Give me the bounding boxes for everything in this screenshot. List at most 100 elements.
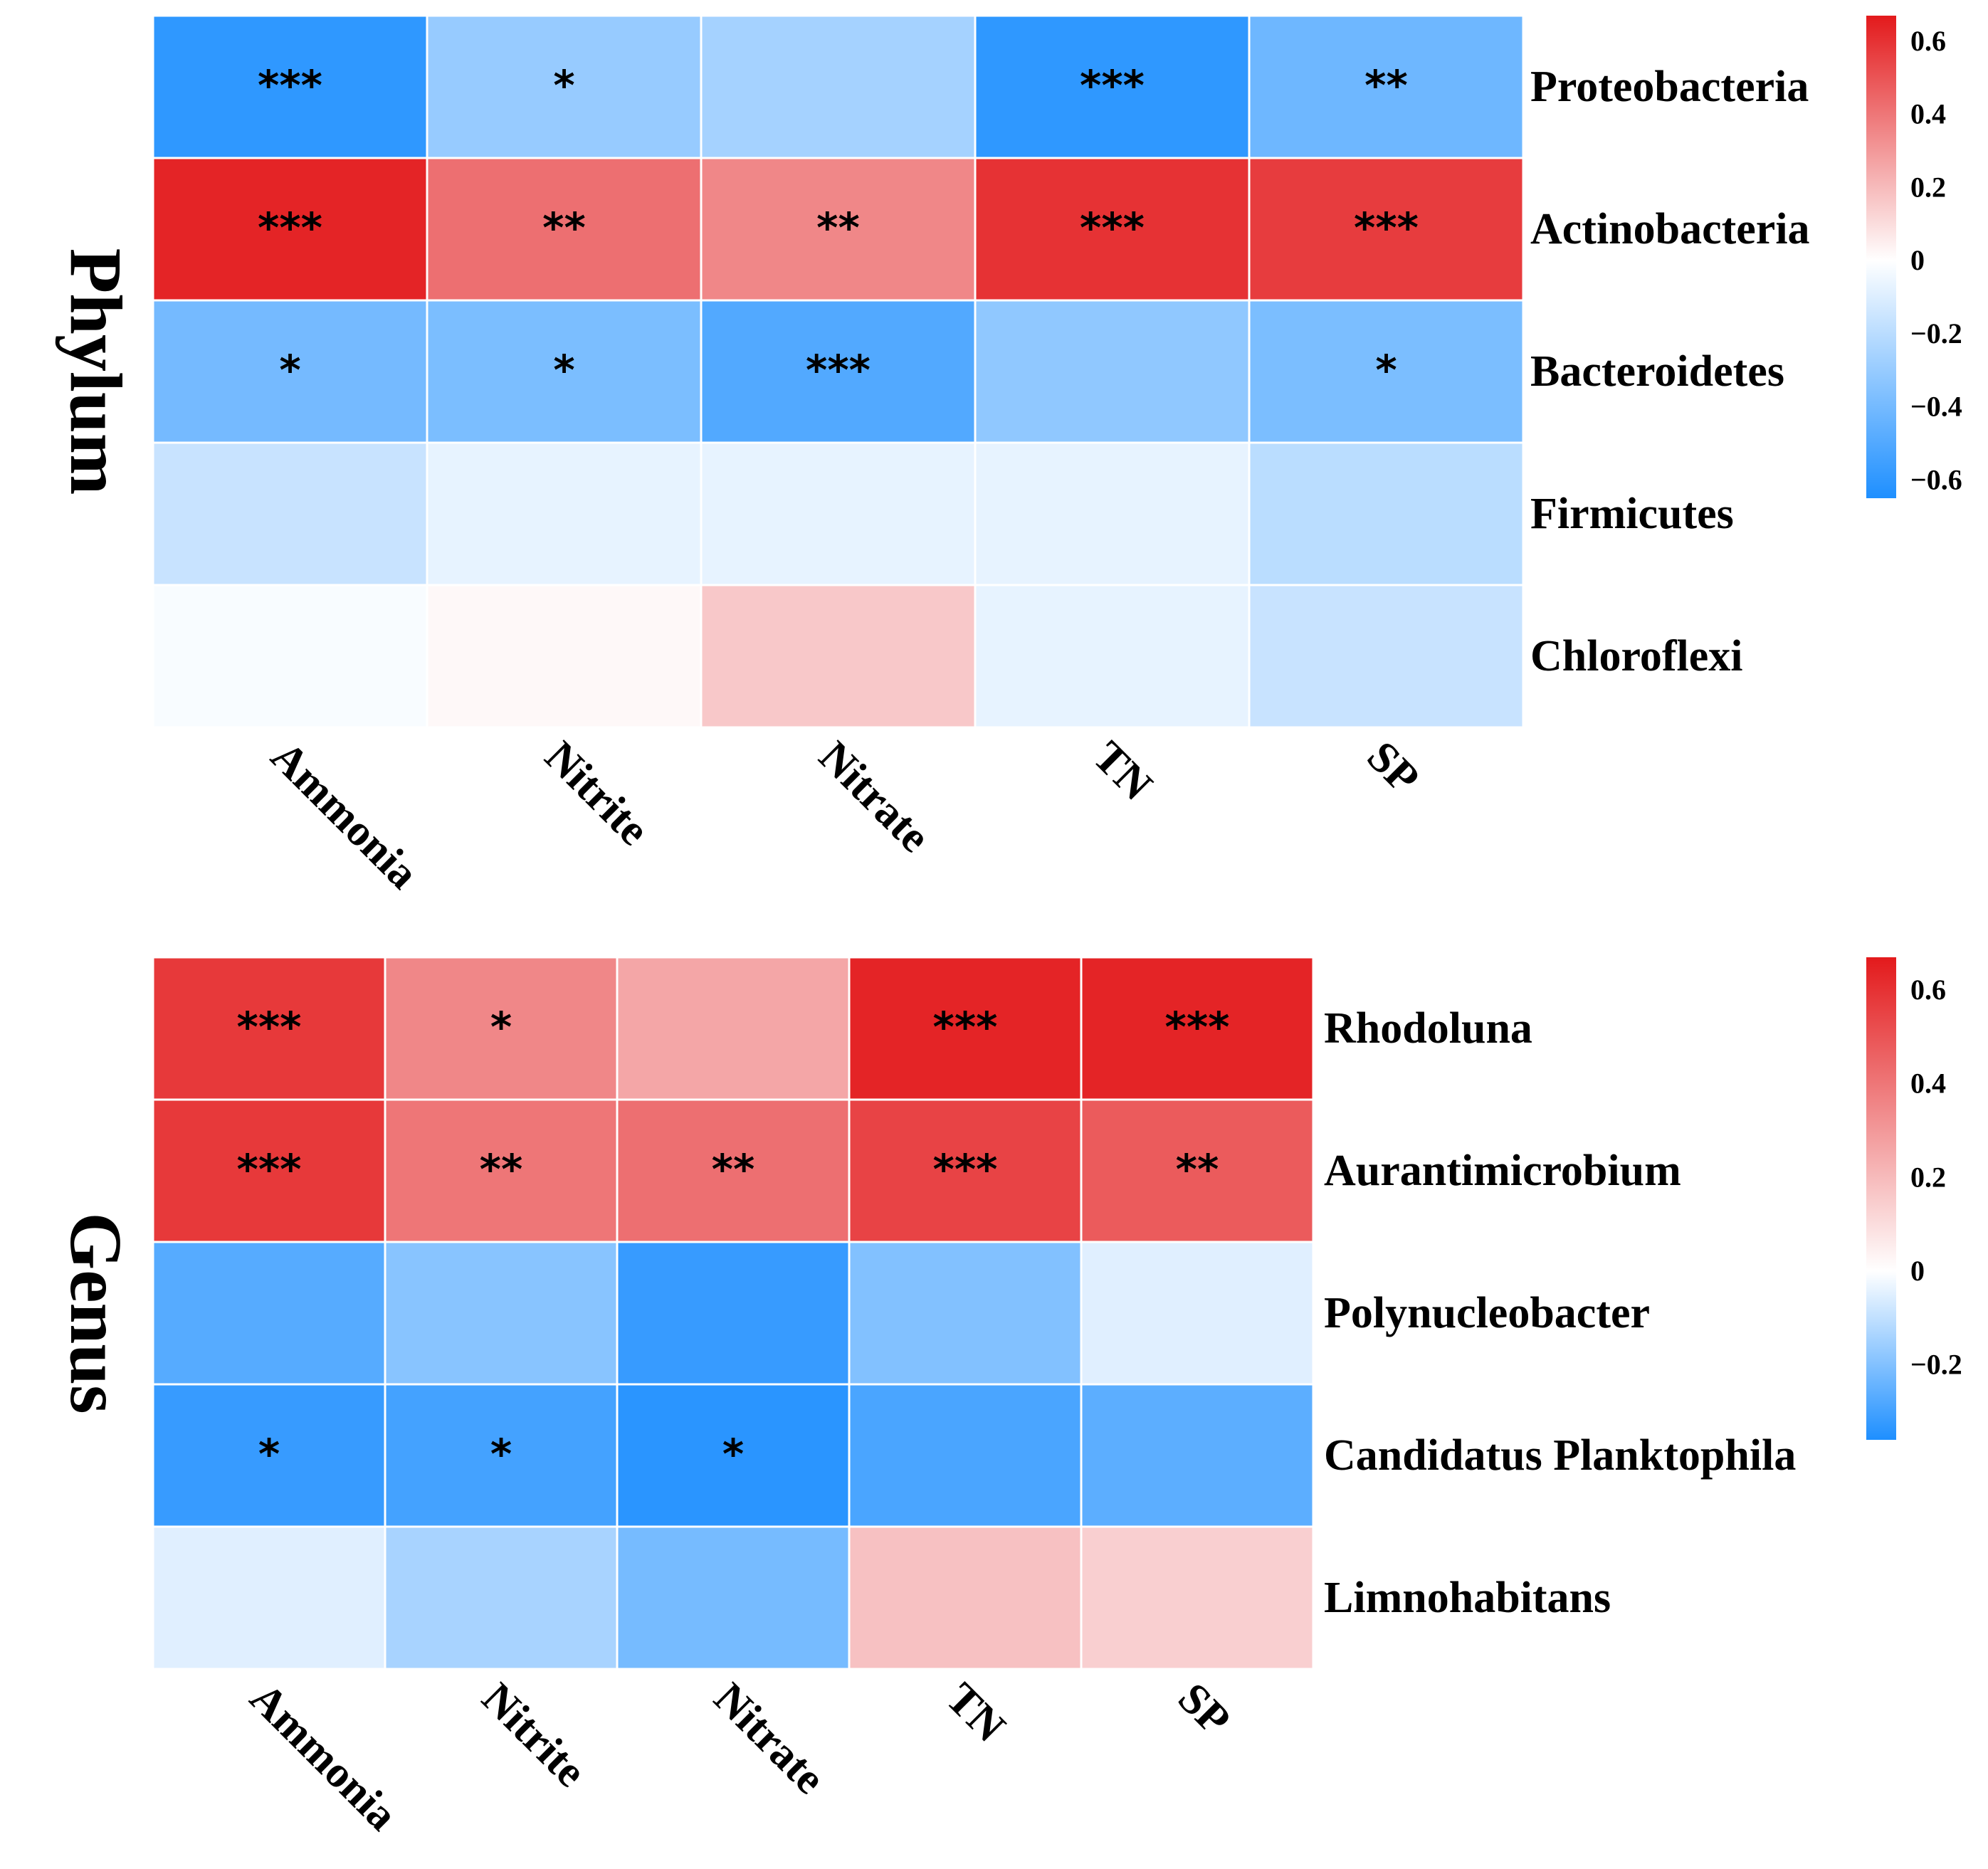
colorbar-tick-label: −0.2 bbox=[1910, 317, 1962, 349]
significance-mark: * bbox=[279, 346, 300, 394]
heatmap-cell bbox=[1080, 1525, 1315, 1670]
heatmap-cell bbox=[848, 1098, 1083, 1243]
column-label: TN bbox=[937, 1674, 1014, 1752]
significance-mark: *** bbox=[1080, 204, 1145, 252]
heatmap-cell bbox=[616, 1098, 851, 1243]
significance-mark: * bbox=[258, 1430, 280, 1478]
column-label: Nitrate bbox=[705, 1674, 834, 1804]
heatmap-cell bbox=[426, 157, 703, 302]
significance-mark: ** bbox=[480, 1145, 523, 1194]
heatmap-cell bbox=[384, 1241, 619, 1386]
colorbar-tick-label: 0 bbox=[1910, 1255, 1925, 1287]
significance-mark: * bbox=[722, 1430, 744, 1478]
colorbar bbox=[1866, 957, 1896, 1440]
heatmap-cell bbox=[974, 14, 1251, 159]
heatmap-cell bbox=[1248, 14, 1525, 159]
heatmap-cell bbox=[152, 1098, 386, 1243]
heatmap-cell bbox=[384, 1098, 619, 1243]
significance-mark: ** bbox=[1364, 61, 1408, 110]
heatmap-cell bbox=[1248, 299, 1525, 444]
heatmap-cell bbox=[974, 441, 1251, 586]
column-label: TN bbox=[1084, 732, 1162, 810]
column-label: Nitrite bbox=[473, 1674, 595, 1796]
colorbar-tick-label: 0.6 bbox=[1910, 25, 1946, 57]
row-label: Actinobacteria bbox=[1530, 205, 1810, 253]
colorbar-tick-label: 0.6 bbox=[1910, 974, 1946, 1006]
heatmap-cell bbox=[1248, 584, 1525, 729]
heatmap-cell bbox=[1080, 1098, 1315, 1243]
heatmap-cell bbox=[974, 299, 1251, 444]
genus-panel: *** * *** ****** ** ** *** *** * *RhodolunaAurant… bbox=[55, 956, 1962, 1840]
significance-mark: ** bbox=[1176, 1145, 1219, 1194]
panel-title: Phylum bbox=[55, 248, 137, 495]
significance-mark: *** bbox=[806, 346, 871, 394]
row-label: Firmicutes bbox=[1530, 490, 1734, 538]
column-label: SP bbox=[1169, 1674, 1239, 1744]
significance-mark: * bbox=[553, 346, 574, 394]
heatmap-cell bbox=[152, 1241, 386, 1386]
row-label: Rhodoluna bbox=[1324, 1004, 1532, 1053]
significance-mark: *** bbox=[258, 204, 322, 252]
heatmap-cell bbox=[426, 14, 703, 159]
heatmap-cell bbox=[152, 441, 428, 586]
heatmap-cell bbox=[1080, 1241, 1315, 1386]
row-label: Polynucleobacter bbox=[1324, 1289, 1650, 1337]
colorbar-tick-label: 0.2 bbox=[1910, 171, 1946, 203]
heatmap-cell bbox=[426, 441, 703, 586]
colorbar-tick-label: −0.4 bbox=[1910, 391, 1962, 423]
phylum-panel: *** * *** ***** ** ** *** **** * *** *Proteobacter… bbox=[55, 14, 1962, 898]
significance-mark: *** bbox=[933, 1003, 998, 1051]
heatmap-cell bbox=[1080, 956, 1315, 1101]
row-label: Bacteroidetes bbox=[1530, 347, 1784, 396]
column-label: Nitrite bbox=[536, 732, 658, 855]
column-label: Ammonia bbox=[241, 1674, 406, 1840]
heatmap-cell bbox=[1080, 1383, 1315, 1528]
significance-mark: *** bbox=[1354, 204, 1419, 252]
column-label: Nitrate bbox=[810, 732, 940, 862]
significance-mark: * bbox=[553, 61, 574, 110]
colorbar-tick-label: 0.4 bbox=[1910, 98, 1946, 130]
heatmap-cell bbox=[152, 299, 428, 444]
heatmap-cell bbox=[700, 441, 977, 586]
significance-mark: * bbox=[490, 1003, 512, 1051]
heatmap-cell bbox=[974, 584, 1251, 729]
heatmap-cell bbox=[700, 584, 977, 729]
heatmap-cell bbox=[848, 1525, 1083, 1670]
significance-mark: * bbox=[490, 1430, 512, 1478]
heatmap-cell bbox=[616, 1241, 851, 1386]
row-label: Candidatus Planktophila bbox=[1324, 1431, 1796, 1480]
heatmap-cell bbox=[848, 956, 1083, 1101]
significance-mark: ** bbox=[712, 1145, 755, 1194]
column-label: SP bbox=[1358, 732, 1429, 803]
panel-title: Genus bbox=[55, 1212, 137, 1413]
significance-mark: *** bbox=[1165, 1003, 1230, 1051]
significance-mark: *** bbox=[237, 1003, 302, 1051]
heatmap-cell bbox=[152, 1525, 386, 1670]
heatmap-cell bbox=[616, 1383, 851, 1528]
heatmap-cell bbox=[384, 1525, 619, 1670]
column-label: Ammonia bbox=[262, 732, 428, 898]
row-label: Proteobacteria bbox=[1530, 63, 1809, 111]
colorbar-tick-label: 0 bbox=[1910, 244, 1925, 276]
colorbar-tick-label: 0.4 bbox=[1910, 1068, 1946, 1100]
heatmap-cell bbox=[152, 584, 428, 729]
row-label: Chloroflexi bbox=[1530, 632, 1743, 680]
colorbar-tick-label: −0.6 bbox=[1910, 463, 1962, 495]
heatmap-cell bbox=[616, 956, 851, 1101]
row-label: Aurantimicrobium bbox=[1324, 1147, 1681, 1195]
heatmap-cell bbox=[616, 1525, 851, 1670]
significance-mark: *** bbox=[258, 61, 322, 110]
significance-mark: ** bbox=[542, 204, 586, 252]
colorbar-tick-label: −0.2 bbox=[1910, 1349, 1962, 1381]
heatmap-cell bbox=[152, 956, 386, 1101]
heatmap-cell bbox=[426, 584, 703, 729]
heatmap-cell bbox=[152, 14, 428, 159]
heatmap-cell bbox=[1248, 441, 1525, 586]
heatmap-cell bbox=[152, 1383, 386, 1528]
colorbar bbox=[1866, 16, 1896, 498]
significance-mark: *** bbox=[933, 1145, 998, 1194]
significance-mark: ** bbox=[816, 204, 860, 252]
row-label: Limnohabitans bbox=[1324, 1574, 1611, 1622]
significance-mark: *** bbox=[237, 1145, 302, 1194]
